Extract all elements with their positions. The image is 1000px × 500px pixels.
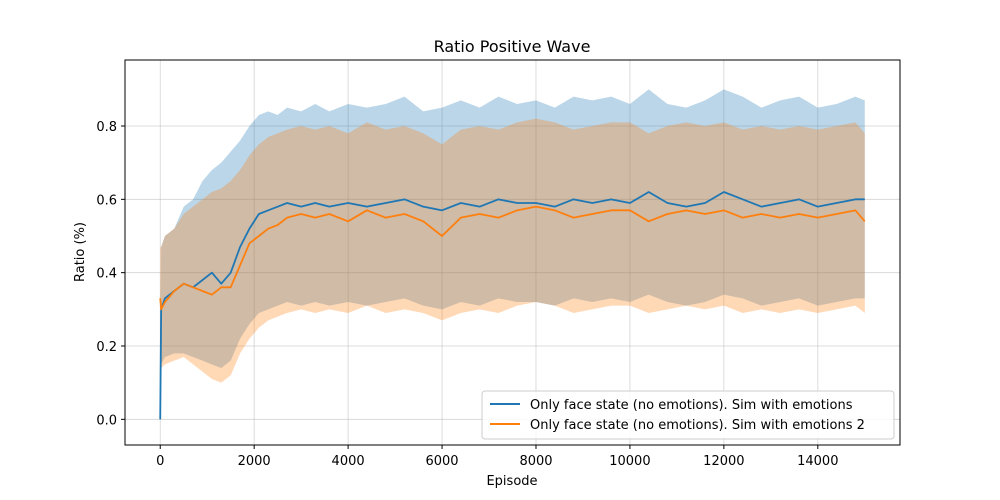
- series-line-1: [159, 191, 865, 420]
- series-line-2: [159, 205, 866, 311]
- x-tick-label: 0: [156, 454, 164, 469]
- y-tick-label: 0.4: [96, 267, 117, 282]
- y-axis-ticks: 0.0 0.2 0.4 0.6 0.8: [96, 120, 125, 428]
- x-tick-label: 12000: [703, 454, 744, 469]
- y-tick-label: 0.2: [96, 340, 117, 355]
- chart-title: Ratio Positive Wave: [434, 37, 591, 56]
- x-tick-label: 14000: [797, 454, 838, 469]
- plot-frame: [124, 59, 901, 446]
- series-lines: [159, 191, 866, 420]
- legend-label-series-2: Only face state (no emotions). Sim with …: [530, 418, 865, 433]
- grid: [125, 60, 900, 445]
- y-axis-label: Ratio (%): [73, 222, 88, 282]
- y-tick-label: 0.6: [96, 193, 117, 208]
- y-tick-label: 0.8: [96, 120, 117, 135]
- x-tick-label: 6000: [425, 454, 458, 469]
- y-tick-label: 0.0: [96, 413, 117, 428]
- confidence-band-series-1: [160, 89, 865, 383]
- x-tick-label: 10000: [609, 454, 650, 469]
- x-tick-label: 4000: [332, 454, 365, 469]
- confidence-band-series-2: [160, 118, 865, 383]
- legend-label-series-1: Only face state (no emotions). Sim with …: [530, 398, 853, 413]
- x-tick-label: 2000: [238, 454, 271, 469]
- confidence-bands: [160, 89, 865, 383]
- x-axis-ticks: 0 2000 4000 6000 8000 10000 12000 14000: [156, 445, 838, 469]
- legend: Only face state (no emotions). Sim with …: [481, 390, 895, 440]
- x-axis-label: Episode: [486, 474, 537, 489]
- legend-box: [481, 390, 895, 440]
- x-tick-label: 8000: [519, 454, 552, 469]
